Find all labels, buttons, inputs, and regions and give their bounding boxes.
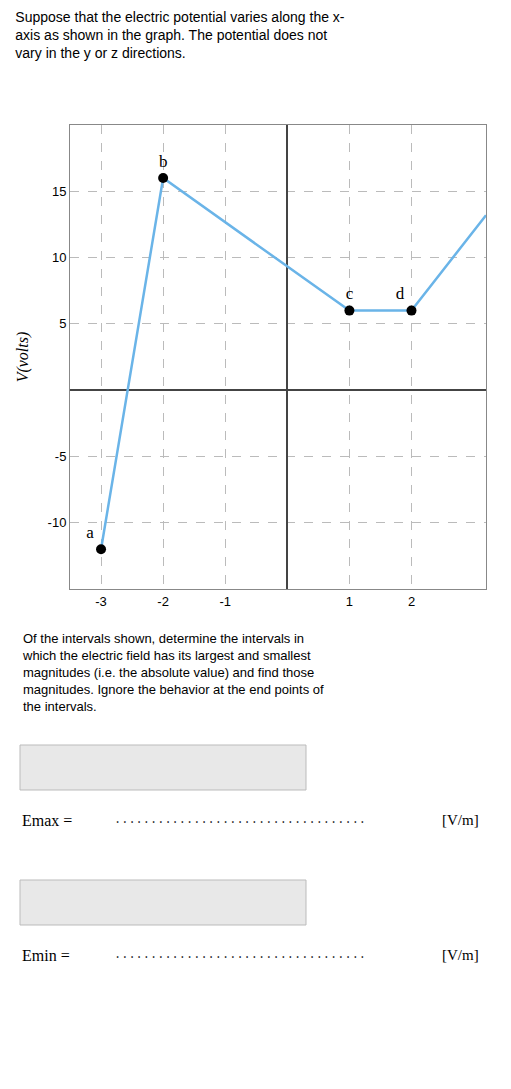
svg-text:b: b bbox=[159, 152, 168, 171]
svg-text:d: d bbox=[396, 284, 405, 303]
svg-text:15: 15 bbox=[52, 184, 66, 199]
svg-text:Of the intervals shown, determ: Of the intervals shown, determine the in… bbox=[22, 631, 324, 714]
svg-text:[V/m]: [V/m] bbox=[442, 947, 479, 963]
svg-text:2: 2 bbox=[408, 594, 415, 609]
svg-text:V(volts): V(volts) bbox=[14, 332, 32, 383]
svg-text:-10: -10 bbox=[48, 515, 67, 530]
svg-text:[V/m]: [V/m] bbox=[442, 812, 479, 828]
svg-text:10: 10 bbox=[52, 250, 66, 265]
svg-text:-5: -5 bbox=[55, 449, 67, 464]
svg-text:a: a bbox=[86, 523, 94, 542]
svg-text:..............................: ................................... bbox=[114, 813, 366, 827]
svg-text:-2: -2 bbox=[157, 594, 169, 609]
svg-text:Emax =: Emax = bbox=[22, 812, 72, 829]
svg-text:..............................: ................................... bbox=[114, 948, 366, 962]
svg-text:-3: -3 bbox=[95, 594, 107, 609]
svg-text:5: 5 bbox=[59, 316, 66, 331]
svg-text:c: c bbox=[346, 284, 354, 303]
svg-text:1: 1 bbox=[346, 594, 353, 609]
svg-text:-1: -1 bbox=[219, 594, 231, 609]
svg-text:Suppose that the electric pote: Suppose that the electric potential vari… bbox=[15, 9, 345, 61]
svg-text:Emin =: Emin = bbox=[22, 947, 70, 964]
